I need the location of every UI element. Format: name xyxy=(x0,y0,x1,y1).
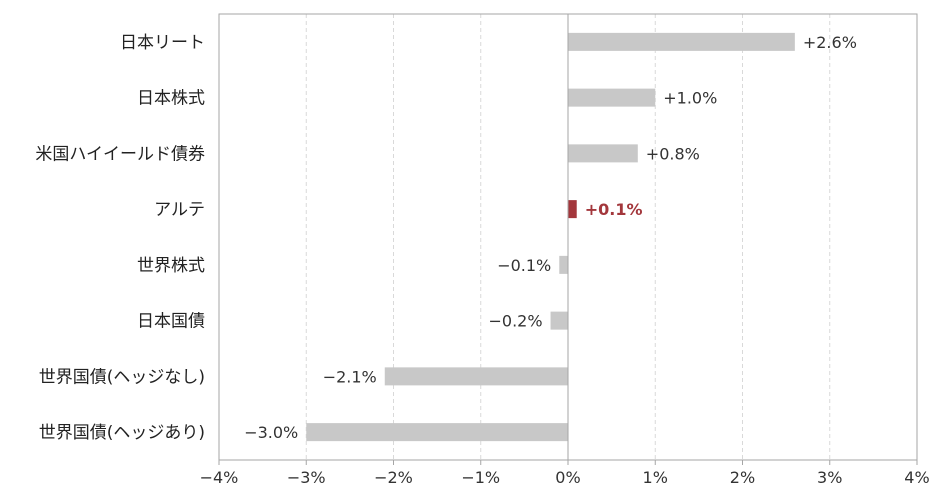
category-label: アルテ xyxy=(154,200,205,220)
x-tick-label: 0% xyxy=(555,468,580,487)
data-label: −0.2% xyxy=(488,312,542,331)
data-label: −0.1% xyxy=(497,256,551,275)
data-labels: +2.6% +1.0% +0.8% +0.1% −0.1% −0.2% −2.1% −3.0% xyxy=(244,33,857,442)
data-label: −2.1% xyxy=(323,367,377,386)
bar xyxy=(568,144,638,163)
data-label: −3.0% xyxy=(244,423,298,442)
category-label: 世界国債(ヘッジなし) xyxy=(39,367,205,387)
x-tick-label: −3% xyxy=(287,468,326,487)
x-tick-label: 3% xyxy=(817,468,842,487)
x-tick-label: −4% xyxy=(200,468,239,487)
bar xyxy=(384,367,568,386)
bar xyxy=(568,200,577,219)
bar xyxy=(559,255,568,274)
category-label: 日本国債 xyxy=(137,312,205,332)
bar xyxy=(568,88,656,107)
x-tick-label: 1% xyxy=(643,468,668,487)
x-tick-label: 2% xyxy=(730,468,755,487)
category-label: 米国ハイイールド債券 xyxy=(35,144,205,164)
bar xyxy=(306,423,568,442)
category-label: 日本リート xyxy=(120,33,205,53)
category-label: 世界株式 xyxy=(137,256,205,276)
category-labels: 日本リート日本株式米国ハイイールド債券アルテ世界株式日本国債世界国債(ヘッジなし… xyxy=(35,33,205,443)
x-tick-labels: −4% −3% −2% −1% 0% 1% 2% 3% 4% xyxy=(200,468,930,487)
x-tick-label: −1% xyxy=(461,468,500,487)
data-label: +2.6% xyxy=(803,33,857,52)
data-label: +1.0% xyxy=(663,89,717,108)
x-tick-label: 4% xyxy=(904,468,929,487)
category-label: 日本株式 xyxy=(137,89,205,109)
bars xyxy=(306,32,795,442)
category-label: 世界国債(ヘッジあり) xyxy=(39,423,205,443)
data-label: +0.1% xyxy=(585,200,643,219)
gridlines xyxy=(218,14,918,465)
data-label: +0.8% xyxy=(646,144,700,163)
bar xyxy=(550,311,568,330)
bar xyxy=(568,32,795,51)
x-tick-label: −2% xyxy=(374,468,413,487)
